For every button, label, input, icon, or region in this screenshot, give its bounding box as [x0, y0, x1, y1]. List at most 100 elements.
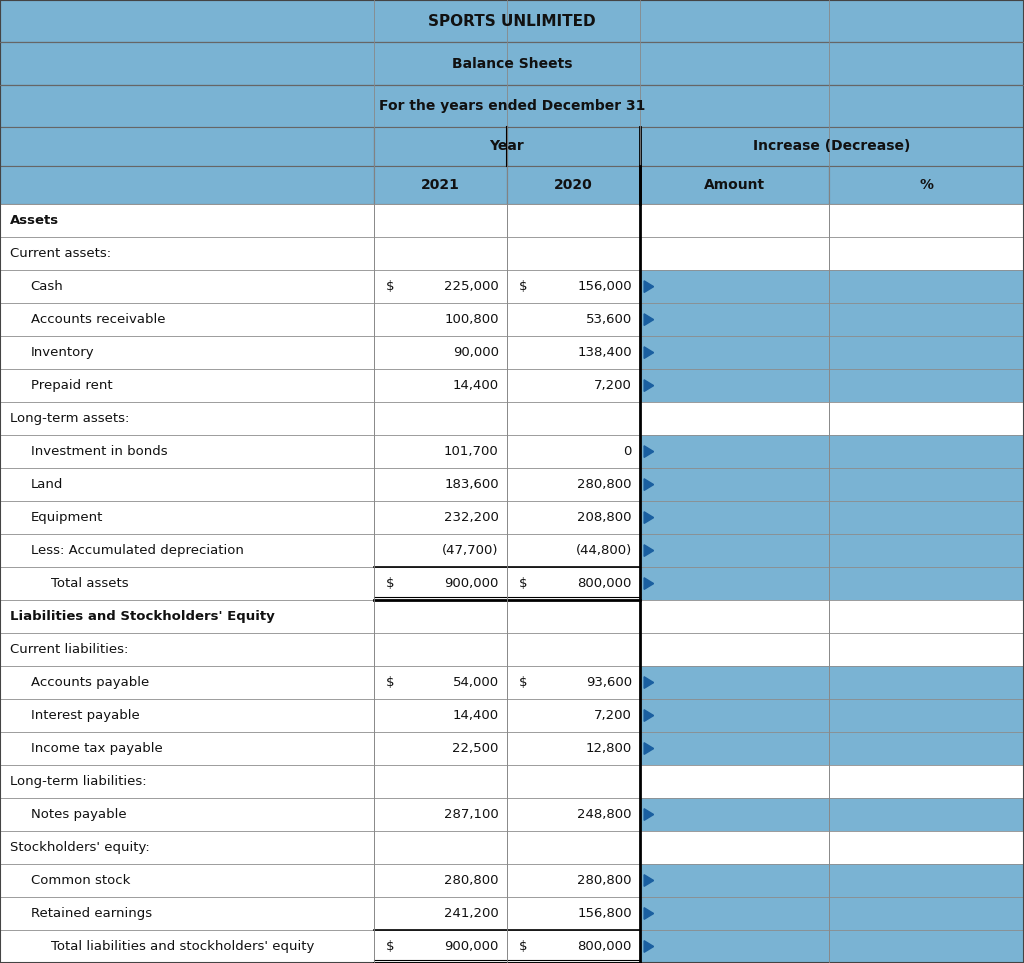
- Text: Income tax payable: Income tax payable: [31, 742, 163, 755]
- Text: 156,800: 156,800: [578, 907, 632, 920]
- Bar: [829, 369, 1024, 403]
- Bar: [374, 600, 507, 633]
- Bar: [0, 127, 374, 166]
- Bar: [640, 534, 829, 567]
- Text: 280,800: 280,800: [578, 478, 632, 491]
- Bar: [640, 699, 829, 732]
- Bar: [640, 600, 829, 633]
- Text: 12,800: 12,800: [586, 742, 632, 755]
- Bar: [829, 166, 1024, 204]
- Bar: [507, 403, 640, 435]
- Bar: [0, 271, 374, 303]
- Text: Long-term liabilities:: Long-term liabilities:: [10, 775, 146, 788]
- Bar: [829, 864, 1024, 897]
- Text: Balance Sheets: Balance Sheets: [452, 57, 572, 70]
- Bar: [829, 699, 1024, 732]
- Bar: [507, 567, 640, 600]
- Text: Assets: Assets: [10, 214, 59, 227]
- Text: %: %: [920, 178, 934, 192]
- Bar: [0, 666, 374, 699]
- Polygon shape: [644, 874, 653, 886]
- Text: 232,200: 232,200: [443, 511, 499, 524]
- Bar: [640, 271, 829, 303]
- Text: 287,100: 287,100: [444, 808, 499, 821]
- Text: Investment in bonds: Investment in bonds: [31, 445, 167, 458]
- Bar: [0, 166, 374, 204]
- Polygon shape: [644, 677, 653, 689]
- Text: Increase (Decrease): Increase (Decrease): [754, 140, 910, 153]
- Bar: [507, 369, 640, 403]
- Text: 138,400: 138,400: [578, 346, 632, 359]
- Text: Year: Year: [489, 140, 524, 153]
- Text: 53,600: 53,600: [586, 313, 632, 326]
- Bar: [0, 85, 1024, 127]
- Bar: [0, 567, 374, 600]
- Text: 7,200: 7,200: [594, 709, 632, 722]
- Polygon shape: [644, 379, 653, 391]
- Text: $: $: [386, 676, 394, 690]
- Bar: [0, 0, 1024, 42]
- Bar: [0, 468, 374, 501]
- Bar: [829, 930, 1024, 963]
- Bar: [829, 666, 1024, 699]
- Bar: [640, 336, 829, 369]
- Bar: [0, 798, 374, 831]
- Bar: [640, 633, 829, 666]
- Bar: [374, 864, 507, 897]
- Bar: [374, 303, 507, 336]
- Bar: [640, 501, 829, 534]
- Text: 208,800: 208,800: [578, 511, 632, 524]
- Text: Equipment: Equipment: [31, 511, 103, 524]
- Bar: [507, 732, 640, 765]
- Bar: [829, 435, 1024, 468]
- Bar: [640, 732, 829, 765]
- Bar: [374, 699, 507, 732]
- Text: $: $: [519, 280, 527, 293]
- Bar: [507, 303, 640, 336]
- Polygon shape: [644, 578, 653, 589]
- Text: 800,000: 800,000: [578, 940, 632, 953]
- Bar: [829, 831, 1024, 864]
- Bar: [640, 798, 829, 831]
- Bar: [374, 633, 507, 666]
- Bar: [640, 930, 829, 963]
- Bar: [829, 336, 1024, 369]
- Bar: [829, 271, 1024, 303]
- Text: $: $: [519, 940, 527, 953]
- Bar: [0, 303, 374, 336]
- Bar: [829, 765, 1024, 798]
- Bar: [829, 600, 1024, 633]
- Bar: [0, 501, 374, 534]
- Polygon shape: [644, 742, 653, 754]
- Bar: [507, 831, 640, 864]
- Polygon shape: [644, 479, 653, 490]
- Text: Land: Land: [31, 478, 63, 491]
- Bar: [507, 534, 640, 567]
- Text: Common stock: Common stock: [31, 874, 130, 887]
- Text: 2020: 2020: [554, 178, 593, 192]
- Text: Accounts payable: Accounts payable: [31, 676, 148, 690]
- Bar: [374, 271, 507, 303]
- Bar: [507, 166, 640, 204]
- Text: 90,000: 90,000: [453, 346, 499, 359]
- Text: 22,500: 22,500: [453, 742, 499, 755]
- Bar: [640, 303, 829, 336]
- Polygon shape: [644, 809, 653, 820]
- Bar: [640, 666, 829, 699]
- Bar: [374, 501, 507, 534]
- Bar: [374, 403, 507, 435]
- Bar: [640, 831, 829, 864]
- Text: 280,800: 280,800: [578, 874, 632, 887]
- Bar: [829, 534, 1024, 567]
- Text: 241,200: 241,200: [444, 907, 499, 920]
- Bar: [640, 864, 829, 897]
- Bar: [0, 765, 374, 798]
- Bar: [0, 534, 374, 567]
- Bar: [374, 468, 507, 501]
- Bar: [829, 403, 1024, 435]
- Polygon shape: [644, 710, 653, 721]
- Bar: [507, 237, 640, 271]
- Bar: [829, 798, 1024, 831]
- Text: 2021: 2021: [421, 178, 460, 192]
- Bar: [0, 864, 374, 897]
